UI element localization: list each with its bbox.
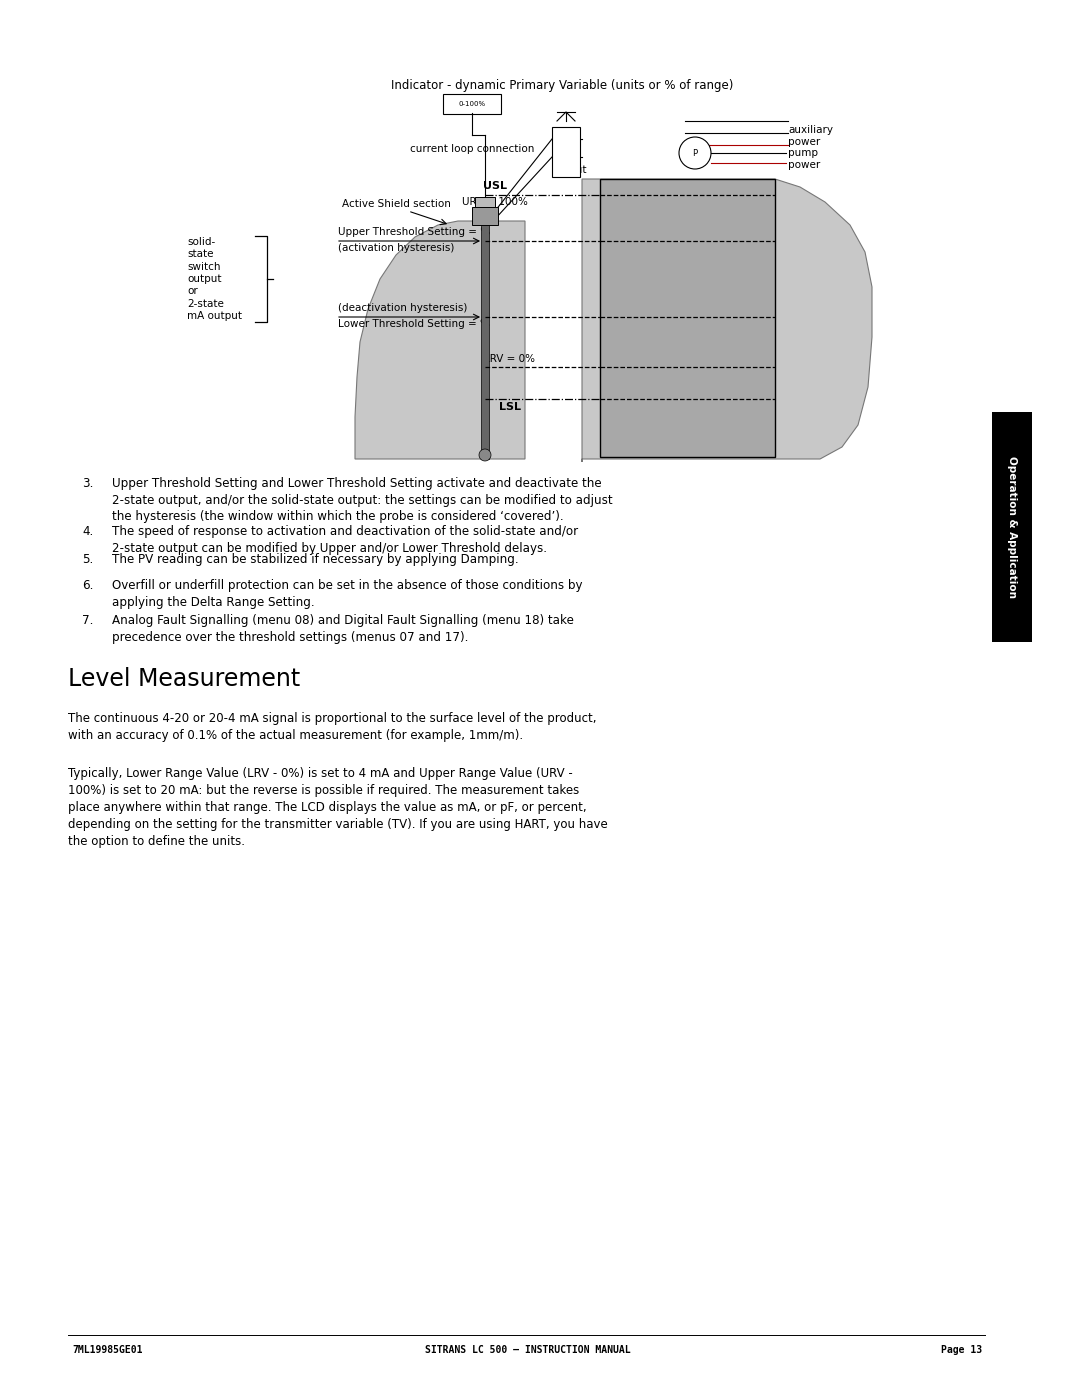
Circle shape — [480, 448, 491, 461]
Text: The PV reading can be stabilized if necessary by applying Damping.: The PV reading can be stabilized if nece… — [112, 553, 518, 566]
Text: Lower Threshold Setting = %: Lower Threshold Setting = % — [338, 319, 490, 330]
Text: Page 13: Page 13 — [941, 1345, 982, 1355]
Text: P: P — [692, 148, 698, 158]
Bar — [552, 127, 580, 177]
Polygon shape — [355, 221, 525, 460]
Bar — [472, 207, 498, 225]
Bar — [475, 197, 495, 207]
Text: 0-100%: 0-100% — [458, 101, 486, 108]
Text: Operation & Application: Operation & Application — [1007, 455, 1017, 598]
Text: (deactivation hysteresis): (deactivation hysteresis) — [338, 303, 468, 313]
Polygon shape — [582, 179, 872, 462]
Text: 4.: 4. — [82, 525, 93, 538]
FancyBboxPatch shape — [444, 94, 500, 115]
Text: 7ML19985GE01: 7ML19985GE01 — [72, 1345, 143, 1355]
Text: Upper Threshold Setting = %: Upper Threshold Setting = % — [338, 226, 490, 237]
Bar — [482, 225, 488, 460]
Text: Overfill or underfill protection can be set in the absence of those conditions b: Overfill or underfill protection can be … — [112, 578, 582, 609]
Text: solid-
state
switch
output
or
2-state
mA output: solid- state switch output or 2-state mA… — [187, 237, 242, 321]
Text: LRV = 0%: LRV = 0% — [485, 353, 536, 365]
Text: Level Measurement: Level Measurement — [68, 666, 300, 692]
Text: (activation hysteresis): (activation hysteresis) — [338, 243, 455, 253]
Text: LSL: LSL — [499, 402, 521, 412]
Text: 7.: 7. — [82, 615, 93, 627]
Text: The continuous 4-20 or 20-4 mA signal is proportional to the surface level of th: The continuous 4-20 or 20-4 mA signal is… — [68, 712, 596, 742]
Bar — [600, 179, 775, 457]
Text: Analog Fault Signalling (menu 08) and Digital Fault Signalling (menu 18) take
pr: Analog Fault Signalling (menu 08) and Di… — [112, 615, 573, 644]
Text: auxiliary
power
pump
power: auxiliary power pump power — [788, 124, 833, 170]
Text: 6.: 6. — [82, 578, 93, 592]
Text: URV = 100%: URV = 100% — [462, 197, 528, 207]
Bar — [993, 412, 1032, 643]
Text: USL: USL — [483, 182, 507, 191]
Text: Upper Threshold Setting and Lower Threshold Setting activate and deactivate the
: Upper Threshold Setting and Lower Thresh… — [112, 476, 612, 522]
Text: current loop connection: current loop connection — [410, 144, 535, 154]
Text: Indicator - dynamic Primary Variable (units or % of range): Indicator - dynamic Primary Variable (un… — [391, 80, 733, 92]
Text: Typically, Lower Range Value (LRV - 0%) is set to 4 mA and Upper Range Value (UR: Typically, Lower Range Value (LRV - 0%) … — [68, 767, 608, 848]
Circle shape — [679, 137, 711, 169]
Text: Active Shield section: Active Shield section — [342, 198, 450, 210]
Text: solid-
state
output: solid- state output — [552, 142, 586, 175]
Text: 5.: 5. — [82, 553, 93, 566]
Text: 3.: 3. — [82, 476, 93, 490]
Text: The speed of response to activation and deactivation of the solid-state and/or
2: The speed of response to activation and … — [112, 525, 578, 555]
Text: SITRANS LC 500 – INSTRUCTION MANUAL: SITRANS LC 500 – INSTRUCTION MANUAL — [426, 1345, 631, 1355]
